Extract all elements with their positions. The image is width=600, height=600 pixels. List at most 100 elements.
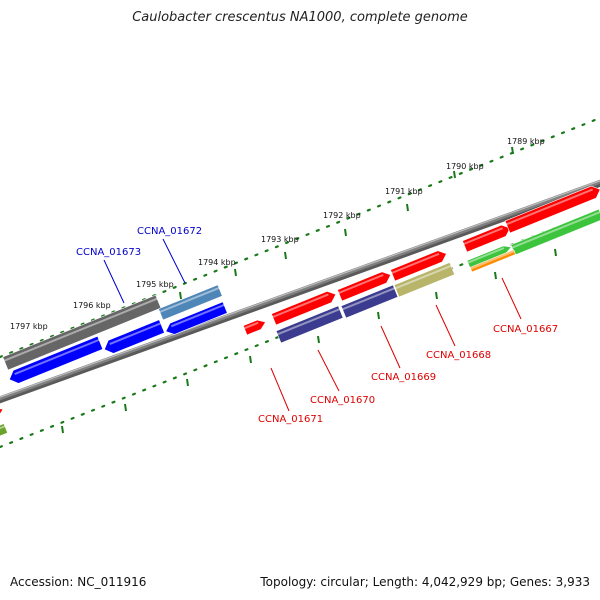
gene-feature-gray [2,294,162,371]
gene-feature-gray-highlight [3,297,158,362]
gene-feature-red-body [462,224,511,253]
gene-feature-red-body [242,319,266,336]
gene-feature-navy-body [275,305,344,344]
major-tick [186,378,189,387]
gene-feature-blue [165,301,228,335]
gene-feature-steel [158,284,223,321]
gene-feature-navy-highlight [277,308,340,336]
backbone [0,179,600,401]
scale-label: 1797 kbp [10,322,48,331]
accession-text: Accession: NC_011916 [10,575,147,589]
gene-feature-red-highlight [243,321,259,330]
gene-feature-red-highlight [338,274,384,294]
gene-feature-green-edge [0,423,9,437]
major-tick [453,170,456,179]
gene-feature-red-body [390,250,447,282]
gene-feature-steel-body [158,284,223,321]
major-tick [234,268,237,277]
gene-feature-red [504,185,600,234]
scale-label: 1794 kbp [198,258,236,267]
gene-feature-red-body [271,291,337,326]
gene-feature-red-highlight [272,293,329,318]
gene-feature-red-edge-body [0,408,4,415]
major-tick [494,271,497,280]
gene-label: CCNA_01669 [371,372,436,383]
gene-feature-blue-highlight [14,338,100,375]
scale-label: 1795 kbp [136,280,174,289]
major-tick [377,311,380,320]
gene-label: CCNA_01673 [76,247,141,258]
gene-feature-navy [340,284,399,319]
gene-feature-red [271,291,337,326]
gene-feature-red [462,224,511,253]
gene-feature-red-body [504,185,600,234]
gene-feature-navy [275,305,344,344]
gene-leader-line [435,304,456,347]
scale-label: 1792 kbp [323,211,361,220]
outer-scale-track [0,116,600,359]
gene-feature-olive-highlight [395,264,452,290]
gene-feature-green-highlight [511,211,600,249]
gene-feature-red-highlight [463,227,504,245]
gene-label: CCNA_01668 [426,350,491,361]
gene-feature-blue-body [8,335,104,384]
gene-leader-line [162,238,186,284]
gene-feature-green-edge-highlight [0,425,6,430]
gene-leader-line [270,367,290,412]
scale-label: 1791 kbp [385,187,423,196]
gene-label: CCNA_01672 [137,226,202,237]
gene-leader-line [380,325,401,369]
backbone-highlight [0,180,600,398]
gene-feature-red-highlight [506,188,594,226]
gene-feature-green-body [510,208,600,256]
gene-feature-olive [393,262,456,298]
gene-label: CCNA_01670 [310,395,375,406]
major-tick [124,403,127,412]
gene-feature-blue-highlight [170,304,225,328]
scale-label: 1793 kbp [261,235,299,244]
gene-feature-navy-highlight [342,287,395,311]
gene-feature-green-edge-body [0,423,9,437]
gene-leader-line [103,259,125,304]
genome-summary-text: Topology: circular; Length: 4,042,929 bp… [260,575,590,589]
gene-feature-red-edge [0,408,4,415]
gene-leader-line [317,349,340,392]
gene-feature-green [510,208,600,256]
scale-label: 1790 kbp [446,162,484,171]
gene-feature-steel-highlight [159,287,220,313]
gene-feature-red [242,319,266,336]
gene-feature-orange-highlight [470,250,515,270]
gene-label: CCNA_01671 [258,414,323,425]
major-tick [511,146,514,155]
gene-feature-blue [8,335,104,384]
major-tick [435,291,438,300]
gene-leader-line [501,277,522,320]
major-tick [61,425,64,434]
map-title: Caulobacter crescentus NA1000, complete … [132,10,468,25]
gene-feature-blue-body [165,301,228,335]
gene-feature-blue-body [103,319,165,354]
gene-feature-orange [469,249,516,273]
gene-feature-orange-body [469,249,516,273]
major-tick [249,355,252,364]
gene-feature-red [390,250,447,282]
gene-feature-olive-body [393,262,456,298]
gene-feature-gray-body [2,294,162,371]
major-tick [344,228,347,237]
gene-label: CCNA_01667 [493,324,558,335]
major-tick [317,335,320,344]
gene-feature-red-highlight [391,252,440,274]
major-tick [284,251,287,260]
gene-feature-red-body [337,271,392,302]
major-tick [554,248,557,257]
major-tick [406,203,409,212]
scale-label: 1796 kbp [73,301,111,310]
gene-feature-navy-body [340,284,399,319]
gene-feature-blue-highlight [109,322,162,345]
gene-feature-green-small-highlight [467,247,505,264]
scale-label: 1789 kbp [507,137,545,146]
gene-feature-blue [103,319,165,354]
major-tick [179,291,182,300]
gene-feature-red [337,271,392,302]
